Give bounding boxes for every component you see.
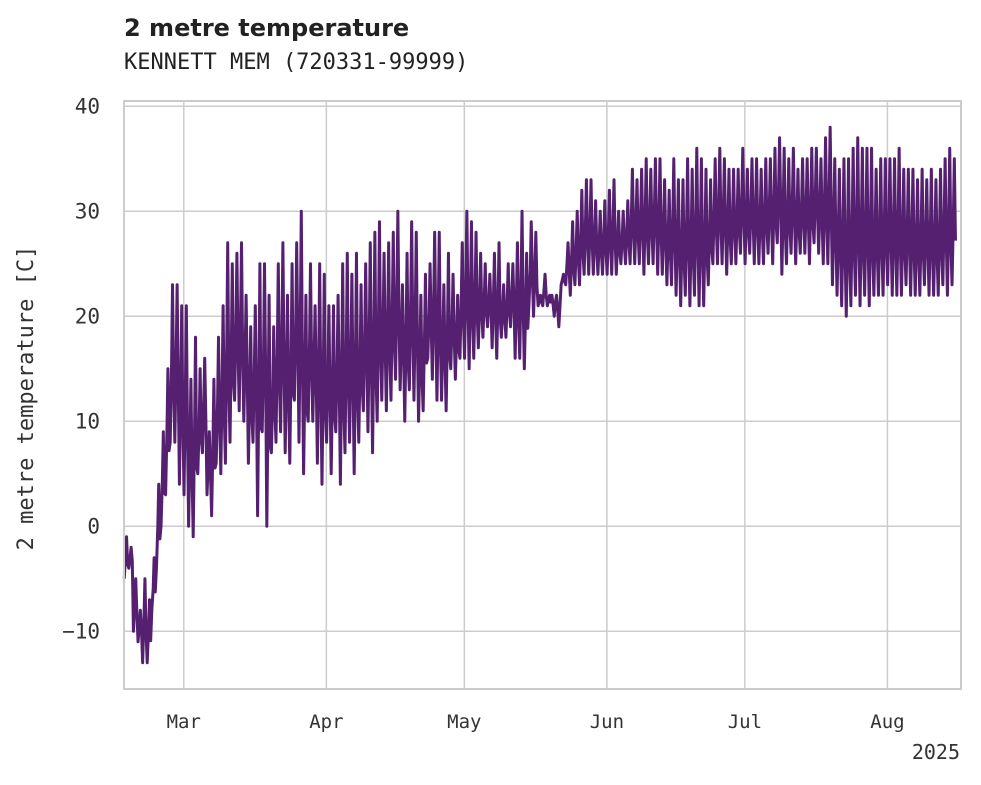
plot-frame [123,100,962,690]
y-tick-label: 0 [87,514,100,538]
x-tick-label: Jun [590,711,624,733]
x-tick-label: Mar [167,711,201,733]
x-axis-year-label: 2025 [912,740,960,764]
y-axis-label: 2 metre temperature [C] [14,246,39,551]
y-tick-label: 20 [75,304,100,328]
series-group [122,125,957,665]
y-tick-label: 40 [75,94,100,118]
chart-title: 2 metre temperature [124,14,410,42]
y-tick-label: 10 [75,409,100,433]
y-tick-label: 30 [75,199,100,223]
y-tick-labels: −10 0 10 20 30 40 [62,94,100,643]
x-tick-label: Aug [870,711,904,733]
x-tick-label: May [447,711,481,733]
chart-subtitle: KENNETT MEM (720331-99999) [124,50,469,75]
x-tick-label: Apr [309,711,343,733]
temperature-series-line [122,125,957,665]
x-tick-label: Jul [728,711,762,733]
y-tick-label: −10 [62,619,100,643]
x-tick-labels: Mar Apr May Jun Jul Aug [167,711,905,733]
